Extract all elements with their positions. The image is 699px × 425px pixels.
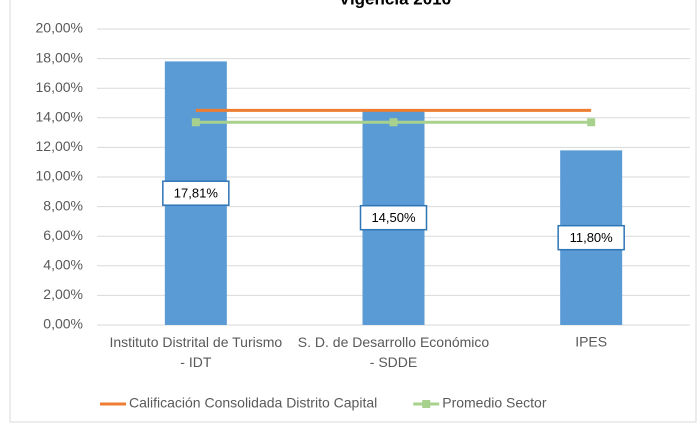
legend-label: Promedio Sector <box>442 395 547 411</box>
legend-marker <box>422 400 431 408</box>
y-tick-label: 10,00% <box>36 168 83 184</box>
x-tick-label: IPES <box>575 334 607 350</box>
y-tick-label: 14,00% <box>36 109 83 125</box>
data-label: 14,50% <box>371 210 416 225</box>
y-tick-label: 18,00% <box>36 49 83 65</box>
marker <box>191 118 200 127</box>
data-label: 17,81% <box>174 186 219 201</box>
x-tick-label: S. D. de Desarrollo Económico - SDDE <box>298 334 490 370</box>
y-tick-label: 20,00% <box>36 20 83 36</box>
x-tick-label: Instituto Distrital de Turismo - IDT <box>109 334 282 370</box>
y-tick-label: 2,00% <box>43 286 83 302</box>
data-label: 11,80% <box>570 230 614 245</box>
y-tick-label: 12,00% <box>36 138 83 154</box>
legend-label: Calificación Consolidada Distrito Capita… <box>129 395 377 411</box>
y-tick-label: 4,00% <box>43 257 83 273</box>
data-label-box <box>557 224 625 251</box>
y-tick-label: 8,00% <box>43 197 83 213</box>
chart-title: Vigencia 2016 <box>339 0 451 8</box>
y-tick-label: 16,00% <box>36 79 83 95</box>
data-label-box <box>359 204 428 231</box>
marker <box>389 118 398 127</box>
marker <box>587 118 596 127</box>
data-label-box <box>162 180 230 206</box>
y-tick-label: 6,00% <box>43 227 83 243</box>
y-tick-label: 0,00% <box>43 316 83 332</box>
